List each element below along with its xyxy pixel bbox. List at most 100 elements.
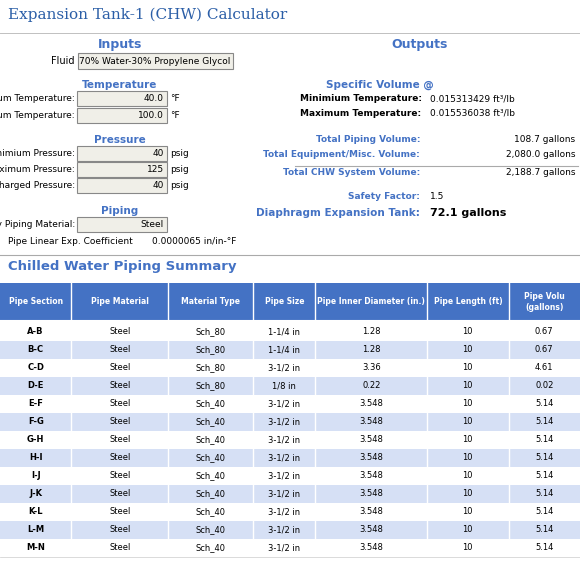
Text: 5.14: 5.14 bbox=[535, 400, 553, 408]
Text: Chilled Water Piping Summary: Chilled Water Piping Summary bbox=[8, 260, 237, 273]
Text: Pipe Inner Diameter (in.): Pipe Inner Diameter (in.) bbox=[317, 298, 425, 306]
Text: 3.548: 3.548 bbox=[360, 490, 383, 498]
Text: psig: psig bbox=[170, 181, 188, 190]
Bar bbox=[0, 503, 580, 521]
Text: Pipe Length (ft): Pipe Length (ft) bbox=[433, 298, 502, 306]
Text: Sch_80: Sch_80 bbox=[195, 328, 226, 336]
Text: 10: 10 bbox=[463, 400, 473, 408]
Text: 10: 10 bbox=[463, 454, 473, 462]
Bar bbox=[0, 323, 580, 341]
Text: 5.14: 5.14 bbox=[535, 472, 553, 480]
Text: 0.015536038 ft³/lb: 0.015536038 ft³/lb bbox=[430, 109, 515, 118]
Text: 40: 40 bbox=[153, 181, 164, 190]
Text: 2,080.0 gallons: 2,080.0 gallons bbox=[506, 150, 575, 159]
Text: psig: psig bbox=[170, 165, 188, 174]
Text: 3.548: 3.548 bbox=[360, 543, 383, 553]
Text: 0.67: 0.67 bbox=[535, 346, 554, 354]
Text: 0.02: 0.02 bbox=[535, 382, 553, 390]
Text: 0.22: 0.22 bbox=[362, 382, 380, 390]
Text: Minimium Temperature:: Minimium Temperature: bbox=[0, 94, 75, 103]
Text: Pipe Material: Pipe Material bbox=[91, 298, 148, 306]
Text: 1.28: 1.28 bbox=[362, 346, 380, 354]
Bar bbox=[77, 91, 167, 106]
Text: Primary Piping Material:: Primary Piping Material: bbox=[0, 220, 75, 229]
Text: Steel: Steel bbox=[109, 346, 130, 354]
Bar bbox=[0, 449, 580, 467]
Text: °F: °F bbox=[170, 111, 180, 120]
Text: Pipe Size: Pipe Size bbox=[264, 298, 304, 306]
Text: 3-1/2 in: 3-1/2 in bbox=[268, 400, 300, 408]
Bar bbox=[77, 178, 167, 193]
Bar bbox=[0, 377, 580, 395]
Text: Steel: Steel bbox=[109, 525, 130, 535]
Text: 10: 10 bbox=[463, 418, 473, 426]
Text: 3.548: 3.548 bbox=[360, 508, 383, 517]
Text: Sch_40: Sch_40 bbox=[195, 472, 226, 480]
Text: Sch_40: Sch_40 bbox=[195, 525, 226, 535]
Text: 5.14: 5.14 bbox=[535, 508, 553, 517]
Text: Sch_40: Sch_40 bbox=[195, 508, 226, 517]
Text: Sch_40: Sch_40 bbox=[195, 543, 226, 553]
Text: 0.0000065 in/in-°F: 0.0000065 in/in-°F bbox=[151, 237, 236, 246]
Text: 72.1 gallons: 72.1 gallons bbox=[430, 208, 506, 218]
Text: Pre-Charged Pressure:: Pre-Charged Pressure: bbox=[0, 181, 75, 190]
Bar bbox=[0, 467, 580, 485]
Text: 10: 10 bbox=[463, 346, 473, 354]
Text: 3-1/2 in: 3-1/2 in bbox=[268, 364, 300, 372]
Text: 1.28: 1.28 bbox=[362, 328, 380, 336]
Text: 10: 10 bbox=[463, 382, 473, 390]
Text: Steel: Steel bbox=[109, 436, 130, 444]
Text: 5.14: 5.14 bbox=[535, 543, 553, 553]
Bar bbox=[78, 53, 233, 69]
Text: Pipe Section: Pipe Section bbox=[9, 298, 63, 306]
Text: Total Piping Volume:: Total Piping Volume: bbox=[316, 135, 420, 144]
Text: Diaphragm Expansion Tank:: Diaphragm Expansion Tank: bbox=[256, 208, 420, 218]
Bar bbox=[0, 413, 580, 431]
Text: M-N: M-N bbox=[26, 543, 45, 553]
Text: 1.5: 1.5 bbox=[430, 192, 444, 201]
Text: Sch_80: Sch_80 bbox=[195, 382, 226, 390]
Text: B-C: B-C bbox=[28, 346, 44, 354]
Text: Steel: Steel bbox=[109, 400, 130, 408]
Bar bbox=[0, 521, 580, 539]
Text: F-G: F-G bbox=[28, 418, 44, 426]
Text: Sch_40: Sch_40 bbox=[195, 418, 226, 426]
Text: 3.548: 3.548 bbox=[360, 472, 383, 480]
Text: Minimium Pressure:: Minimium Pressure: bbox=[0, 149, 75, 158]
Text: 10: 10 bbox=[463, 508, 473, 517]
Text: 0.015313429 ft³/lb: 0.015313429 ft³/lb bbox=[430, 94, 515, 103]
Bar bbox=[0, 539, 580, 557]
Text: Steel: Steel bbox=[109, 472, 130, 480]
Text: 5.14: 5.14 bbox=[535, 436, 553, 444]
Text: 3-1/2 in: 3-1/2 in bbox=[268, 454, 300, 462]
Bar bbox=[77, 146, 167, 161]
Text: 5.14: 5.14 bbox=[535, 454, 553, 462]
Bar bbox=[0, 283, 580, 321]
Text: 125: 125 bbox=[147, 165, 164, 174]
Text: 1/8 in: 1/8 in bbox=[273, 382, 296, 390]
Text: Piping: Piping bbox=[102, 206, 139, 216]
Text: Pipe Volu
(gallons): Pipe Volu (gallons) bbox=[524, 292, 565, 311]
Text: 3-1/2 in: 3-1/2 in bbox=[268, 525, 300, 535]
Text: 2,188.7 gallons: 2,188.7 gallons bbox=[506, 168, 575, 177]
Text: L-M: L-M bbox=[27, 525, 44, 535]
Text: 40: 40 bbox=[153, 149, 164, 158]
Text: 10: 10 bbox=[463, 328, 473, 336]
Text: Maximum Pressure:: Maximum Pressure: bbox=[0, 165, 75, 174]
Text: Pipe Linear Exp. Coefficient: Pipe Linear Exp. Coefficient bbox=[8, 237, 133, 246]
Text: 3.548: 3.548 bbox=[360, 436, 383, 444]
Text: Pressure: Pressure bbox=[94, 135, 146, 145]
Text: Steel: Steel bbox=[109, 418, 130, 426]
Text: Steel: Steel bbox=[109, 328, 130, 336]
Text: Maximum Temperature:: Maximum Temperature: bbox=[300, 109, 421, 118]
Text: 40.0: 40.0 bbox=[144, 94, 164, 103]
Text: 1-1/4 in: 1-1/4 in bbox=[269, 346, 300, 354]
Text: 3.548: 3.548 bbox=[360, 525, 383, 535]
Text: Steel: Steel bbox=[109, 364, 130, 372]
Text: C-D: C-D bbox=[27, 364, 44, 372]
Text: Sch_80: Sch_80 bbox=[195, 364, 226, 372]
Text: 3-1/2 in: 3-1/2 in bbox=[268, 543, 300, 553]
Text: Sch_40: Sch_40 bbox=[195, 436, 226, 444]
Text: Inputs: Inputs bbox=[98, 38, 142, 51]
Text: 3.548: 3.548 bbox=[360, 454, 383, 462]
